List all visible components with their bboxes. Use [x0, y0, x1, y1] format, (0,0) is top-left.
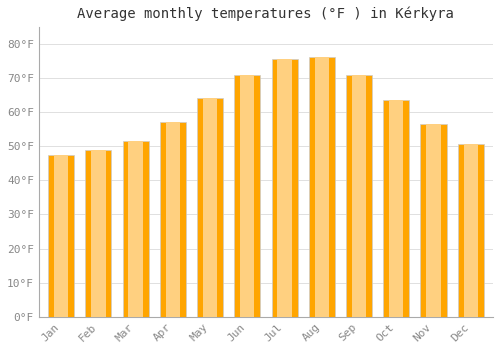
Bar	[160, 122, 186, 317]
Bar	[383, 100, 409, 317]
Bar	[278, 59, 291, 317]
Bar	[346, 75, 372, 317]
Bar	[240, 75, 254, 317]
Bar	[122, 141, 148, 317]
Bar	[389, 100, 404, 317]
Title: Average monthly temperatures (°F ) in Kérkyra: Average monthly temperatures (°F ) in Ké…	[78, 7, 454, 21]
Bar	[197, 98, 223, 317]
Bar	[352, 75, 366, 317]
Bar	[86, 149, 112, 317]
Bar	[91, 149, 106, 317]
Bar	[420, 124, 446, 317]
Bar	[203, 98, 217, 317]
Bar	[272, 59, 297, 317]
Bar	[464, 145, 478, 317]
Bar	[166, 122, 180, 317]
Bar	[426, 124, 440, 317]
Bar	[48, 155, 74, 317]
Bar	[54, 155, 68, 317]
Bar	[458, 145, 483, 317]
Bar	[128, 141, 143, 317]
Bar	[234, 75, 260, 317]
Bar	[314, 57, 329, 317]
Bar	[308, 57, 335, 317]
